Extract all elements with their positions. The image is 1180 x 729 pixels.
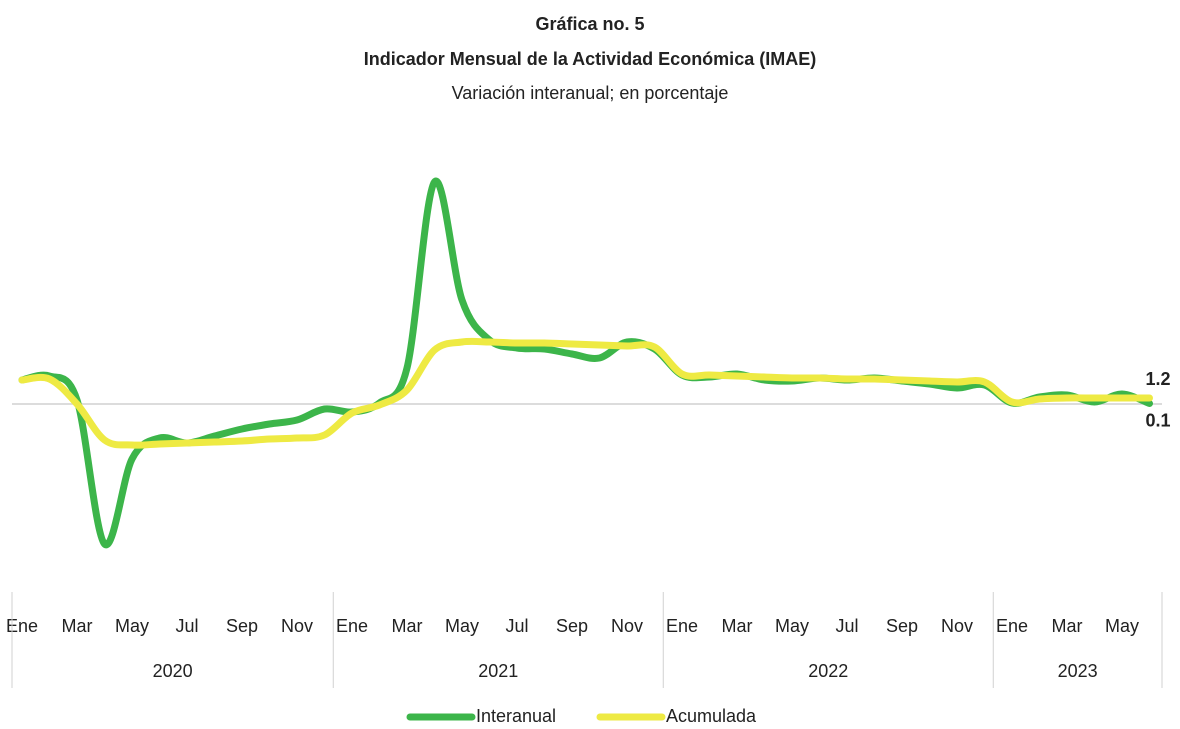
- x-tick-label: Ene: [336, 616, 368, 636]
- x-tick-label: May: [775, 616, 809, 636]
- x-tick-label: Mar: [1052, 616, 1083, 636]
- x-tick-label: Nov: [281, 616, 313, 636]
- x-tick-label: May: [115, 616, 149, 636]
- series-line: [18, 337, 1153, 449]
- series-line: [18, 177, 1153, 549]
- x-tick-label: Nov: [941, 616, 973, 636]
- x-tick-label: Ene: [666, 616, 698, 636]
- x-tick-label: Sep: [556, 616, 588, 636]
- x-tick-label: Sep: [226, 616, 258, 636]
- x-tick-label: Jul: [505, 616, 528, 636]
- data-label: 1.2: [1145, 369, 1170, 389]
- x-group-label: 2023: [1058, 661, 1098, 681]
- x-tick-label: Mar: [392, 616, 423, 636]
- x-tick-label: Jul: [835, 616, 858, 636]
- data-label: 0.1: [1145, 410, 1170, 430]
- x-tick-label: May: [1105, 616, 1139, 636]
- x-tick-label: Nov: [611, 616, 643, 636]
- legend-label: Acumulada: [666, 706, 757, 726]
- chart-note: Variación interanual; en porcentaje: [452, 83, 729, 103]
- x-tick-label: Ene: [996, 616, 1028, 636]
- x-tick-label: Mar: [62, 616, 93, 636]
- x-group-label: 2021: [478, 661, 518, 681]
- x-tick-label: Jul: [175, 616, 198, 636]
- chart-title: Gráfica no. 5: [535, 14, 644, 34]
- legend-label: Interanual: [476, 706, 556, 726]
- x-tick-label: Ene: [6, 616, 38, 636]
- x-group-label: 2020: [153, 661, 193, 681]
- x-tick-label: Sep: [886, 616, 918, 636]
- x-tick-label: May: [445, 616, 479, 636]
- x-group-label: 2022: [808, 661, 848, 681]
- chart-subtitle: Indicador Mensual de la Actividad Económ…: [364, 49, 816, 69]
- x-tick-label: Mar: [722, 616, 753, 636]
